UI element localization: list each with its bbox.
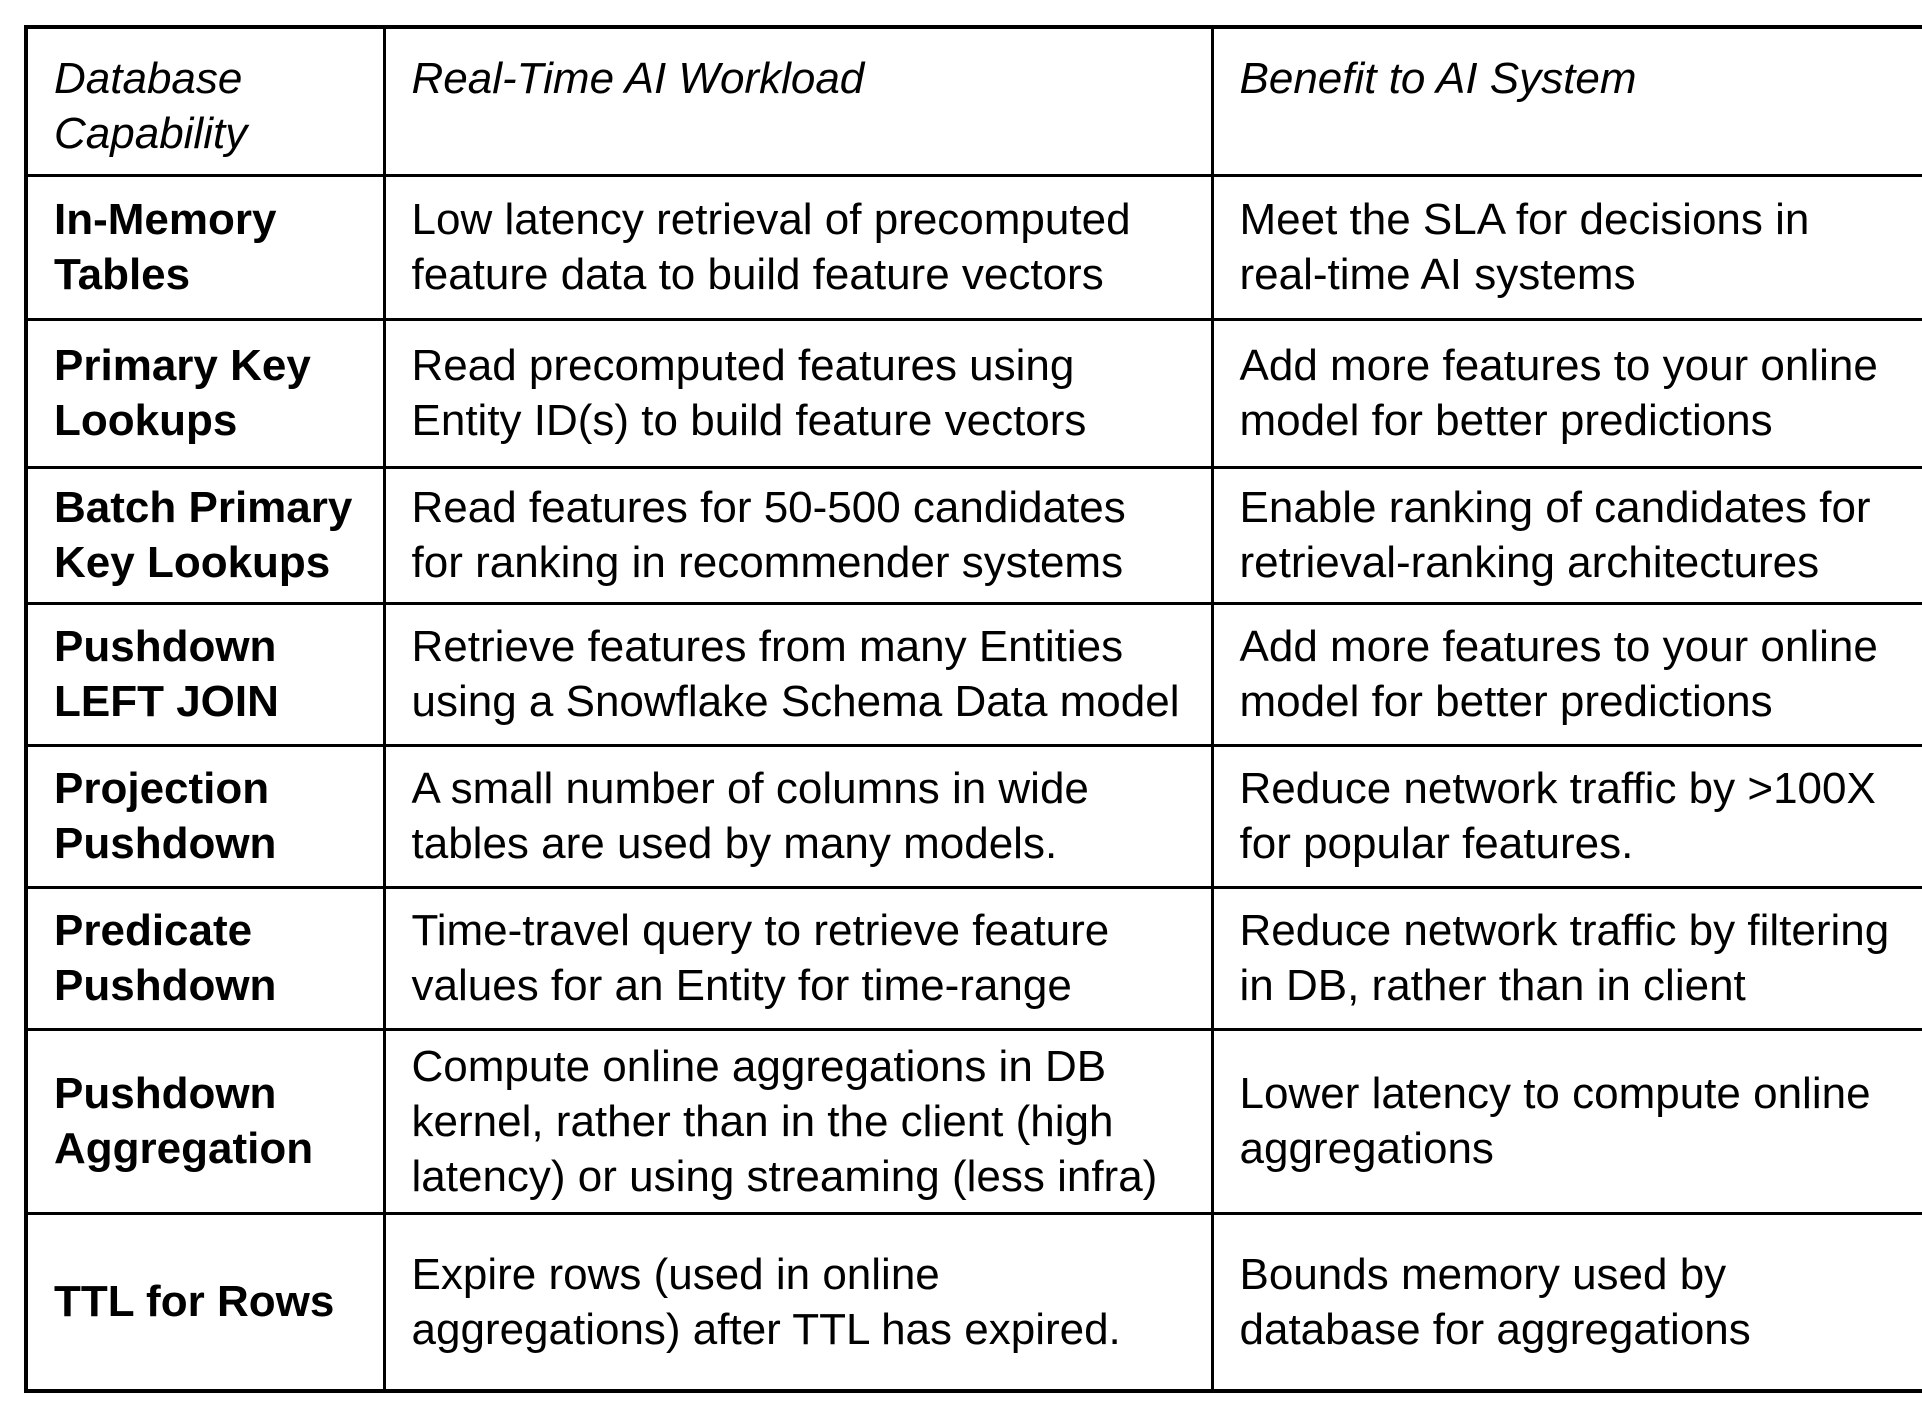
cell-workload: Compute online aggregations in DB kernel… [382, 1027, 1214, 1215]
cell-capability: Projection Pushdown [24, 743, 386, 889]
table-row: Pushdown Aggregation Compute online aggr… [24, 1027, 1922, 1215]
cell-capability: Primary Key Lookups [24, 317, 386, 469]
cell-capability: Batch Primary Key Lookups [24, 465, 386, 605]
column-header-capability: Database Capability [24, 25, 386, 177]
cell-benefit: Enable ranking of candidates for retriev… [1210, 465, 1922, 605]
table-row: In-Memory Tables Low latency retrieval o… [24, 173, 1922, 321]
cell-workload: Expire rows (used in online aggregations… [382, 1211, 1214, 1393]
cell-capability: Predicate Pushdown [24, 885, 386, 1031]
capability-table: Database Capability Real-Time AI Workloa… [24, 25, 1922, 1393]
cell-capability: Pushdown LEFT JOIN [24, 601, 386, 747]
cell-workload: Read precomputed features using Entity I… [382, 317, 1214, 469]
header-row: Database Capability Real-Time AI Workloa… [24, 25, 1922, 177]
cell-workload: Low latency retrieval of precomputed fea… [382, 173, 1214, 321]
column-header-benefit: Benefit to AI System [1210, 25, 1922, 177]
cell-workload: A small number of columns in wide tables… [382, 743, 1214, 889]
table-row: Batch Primary Key Lookups Read features … [24, 465, 1922, 605]
table-row: Primary Key Lookups Read precomputed fea… [24, 317, 1922, 469]
cell-benefit: Reduce network traffic by filtering in D… [1210, 885, 1922, 1031]
table-row: Projection Pushdown A small number of co… [24, 743, 1922, 889]
cell-workload: Read features for 50-500 candidates for … [382, 465, 1214, 605]
cell-capability: TTL for Rows [24, 1211, 386, 1393]
cell-workload: Retrieve features from many Entities usi… [382, 601, 1214, 747]
table-row: TTL for Rows Expire rows (used in online… [24, 1211, 1922, 1393]
cell-benefit: Meet the SLA for decisions in real-time … [1210, 173, 1922, 321]
column-header-workload: Real-Time AI Workload [382, 25, 1214, 177]
cell-benefit: Add more features to your online model f… [1210, 601, 1922, 747]
cell-benefit: Lower latency to compute online aggregat… [1210, 1027, 1922, 1215]
cell-benefit: Reduce network traffic by >100X for popu… [1210, 743, 1922, 889]
cell-capability: Pushdown Aggregation [24, 1027, 386, 1215]
cell-capability: In-Memory Tables [24, 173, 386, 321]
cell-workload: Time-travel query to retrieve feature va… [382, 885, 1214, 1031]
table-row: Predicate Pushdown Time-travel query to … [24, 885, 1922, 1031]
table-row: Pushdown LEFT JOIN Retrieve features fro… [24, 601, 1922, 747]
cell-benefit: Add more features to your online model f… [1210, 317, 1922, 469]
cell-benefit: Bounds memory used by database for aggre… [1210, 1211, 1922, 1393]
